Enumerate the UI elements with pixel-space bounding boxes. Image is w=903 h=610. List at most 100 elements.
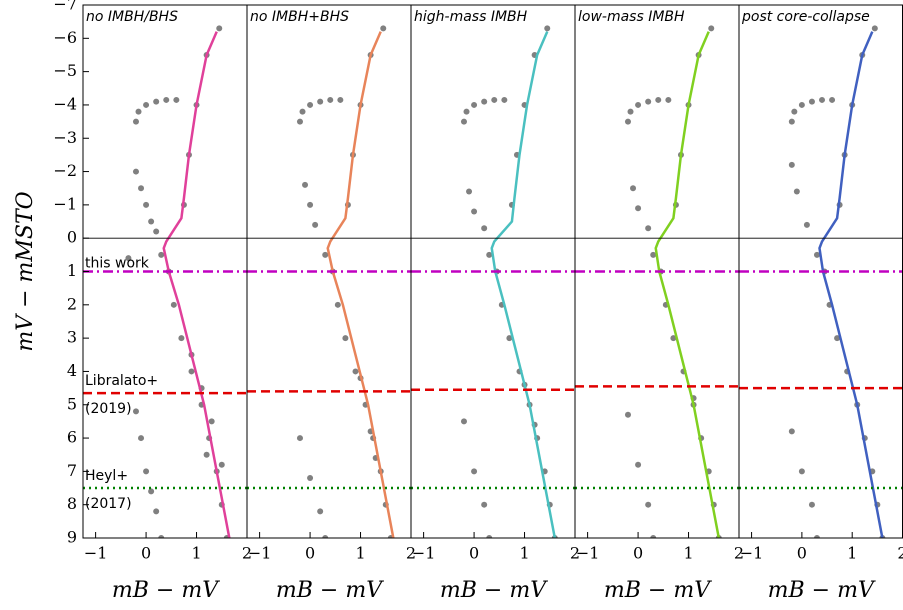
star-point	[218, 461, 225, 468]
x-tick-label: 0	[469, 544, 479, 563]
panel-title: high-mass IMBH	[414, 9, 528, 25]
star-point	[299, 108, 306, 115]
star-point	[798, 468, 805, 475]
panel	[575, 25, 739, 538]
star-point	[708, 25, 715, 32]
star-point	[471, 208, 478, 215]
star-point	[138, 435, 145, 442]
star-point	[342, 335, 349, 342]
isochrone	[326, 31, 395, 538]
y-tick-label: −6	[53, 28, 77, 47]
star-point	[125, 255, 132, 262]
star-point	[208, 418, 215, 425]
star-point	[327, 96, 334, 103]
star-point	[337, 96, 344, 103]
star-point	[143, 201, 150, 208]
isochrone	[818, 31, 884, 538]
reference-label: (2017)	[85, 496, 132, 512]
star-point	[630, 185, 637, 192]
star-point	[481, 501, 488, 508]
star-point	[466, 188, 473, 195]
y-tick-label: 6	[67, 428, 77, 447]
star-point	[135, 108, 142, 115]
x-tick-label: 1	[683, 544, 693, 563]
y-tick-label: −1	[53, 194, 77, 213]
star-point	[486, 535, 493, 538]
star-point	[460, 118, 467, 125]
star-point	[173, 96, 180, 103]
star-point	[791, 108, 798, 115]
y-tick-label: 3	[67, 328, 77, 347]
star-point	[148, 218, 155, 225]
panel	[247, 25, 411, 538]
y-tick-label: 9	[67, 528, 77, 547]
star-point	[143, 468, 150, 475]
x-tick-label: 0	[797, 544, 807, 563]
star-point	[624, 411, 631, 418]
panel: this work Libralato+ (2019) Heyl+ (2017)	[83, 25, 247, 538]
star-point	[138, 185, 145, 192]
y-tick-label: −7	[53, 0, 77, 14]
star-point	[334, 301, 341, 308]
x-tick-label: −1	[248, 544, 272, 563]
reference-label: (2019)	[85, 401, 132, 417]
star-point	[486, 251, 493, 258]
y-tick-label: 7	[67, 461, 77, 480]
star-point	[481, 98, 488, 105]
y-axis-label: mV − mMSTO	[13, 191, 38, 351]
star-point	[158, 535, 165, 538]
star-point	[819, 96, 826, 103]
isochrone	[654, 31, 721, 538]
y-tick-label: −5	[53, 61, 77, 80]
star-point	[153, 98, 160, 105]
y-tick-label: 5	[67, 394, 77, 413]
star-point	[506, 335, 513, 342]
star-point	[670, 335, 677, 342]
star-point	[296, 435, 303, 442]
star-point	[645, 225, 652, 232]
star-point	[813, 535, 820, 538]
x-axis-label: mB − mV	[768, 578, 876, 603]
star-point	[645, 98, 652, 105]
star-point	[312, 221, 319, 228]
y-tick-label: −3	[53, 128, 77, 147]
star-point	[153, 228, 160, 235]
y-tick-label: 1	[67, 261, 77, 280]
panel-title: no IMBH/BHS	[86, 9, 178, 25]
star-point	[788, 161, 795, 168]
y-tick-label: 4	[67, 361, 77, 380]
isochrone	[162, 31, 231, 538]
y-tick-label: 2	[67, 294, 77, 313]
x-tick-label: 2	[570, 544, 580, 563]
star-point	[460, 418, 467, 425]
star-point	[645, 501, 652, 508]
star-point	[471, 468, 478, 475]
star-point	[788, 428, 795, 435]
star-point	[158, 251, 165, 258]
star-point	[317, 98, 324, 105]
star-point	[163, 96, 170, 103]
x-tick-label: −1	[412, 544, 436, 563]
star-point	[481, 225, 488, 232]
x-axis-label: mB − mV	[604, 578, 712, 603]
star-point	[808, 98, 815, 105]
star-point	[829, 96, 836, 103]
star-point	[153, 508, 160, 515]
star-point	[627, 108, 634, 115]
star-point	[798, 101, 805, 108]
star-point	[544, 25, 551, 32]
star-point	[463, 108, 470, 115]
x-axis-label: mB − mV	[440, 578, 548, 603]
star-point	[143, 101, 150, 108]
x-tick-label: 0	[141, 544, 151, 563]
star-point	[132, 168, 139, 175]
x-tick-label: 2	[242, 544, 252, 563]
reference-label: Libralato+	[85, 373, 158, 389]
star-point	[650, 535, 657, 538]
star-point	[635, 205, 642, 212]
star-point	[307, 201, 314, 208]
star-point	[307, 475, 314, 482]
star-point	[148, 488, 155, 495]
x-tick-label: 1	[847, 544, 857, 563]
